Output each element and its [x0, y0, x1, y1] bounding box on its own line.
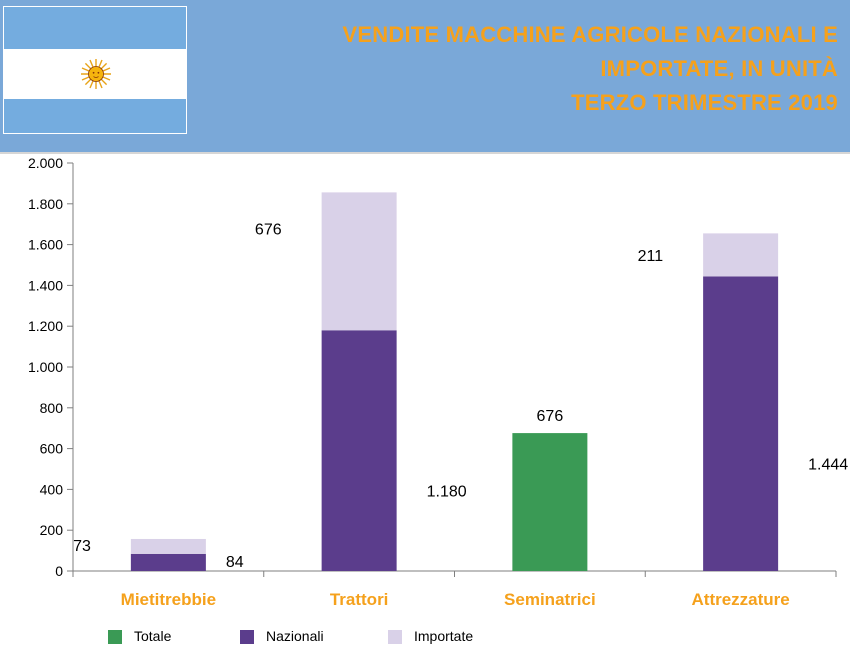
- page-title: VENDITE MACCHINE AGRICOLE NAZIONALI E IM…: [238, 18, 838, 120]
- bar-chart: 0 200 400 600 800 1.000 1.200 1.400 1.600 1.800 2.…: [28, 155, 848, 609]
- legend-label: Importate: [414, 628, 474, 644]
- legend-label: Nazionali: [266, 628, 324, 644]
- bar-importate-attrezzature: [703, 233, 779, 277]
- bar-totale-seminatrici: [512, 433, 588, 571]
- argentina-flag-icon: [3, 6, 187, 134]
- y-tick-label: 200: [40, 522, 64, 538]
- bar-importate-trattori: [321, 192, 397, 331]
- category-label: Trattori: [330, 590, 389, 609]
- data-label: 211: [638, 248, 664, 265]
- title-line-3: TERZO TRIMESTRE 2019: [571, 90, 838, 115]
- data-label: 676: [537, 408, 564, 425]
- category-label: Mietitrebbie: [121, 590, 216, 609]
- data-label: 1.444: [808, 457, 848, 474]
- y-tick-label: 600: [40, 441, 64, 457]
- title-line-1: VENDITE MACCHINE AGRICOLE NAZIONALI E: [342, 22, 838, 47]
- data-label: 676: [255, 221, 282, 238]
- legend-label: Totale: [134, 628, 172, 644]
- y-tick-label: 400: [40, 481, 64, 497]
- category-label: Attrezzature: [692, 590, 790, 609]
- title-line-2: IMPORTATE, IN UNITÀ: [600, 56, 838, 81]
- bar-importate-mietitrebbie: [130, 538, 206, 554]
- bar-nazionali-trattori: [321, 330, 397, 571]
- data-label: 1.180: [427, 484, 467, 501]
- y-tick-label: 1.200: [28, 318, 63, 334]
- y-tick-label: 800: [40, 400, 64, 416]
- y-tick-label: 1.400: [28, 277, 63, 293]
- y-tick-label: 0: [55, 563, 63, 579]
- data-label: 84: [226, 554, 244, 571]
- sun-of-may-icon: [81, 59, 111, 89]
- y-tick-label: 2.000: [28, 155, 63, 171]
- legend-swatch: [388, 630, 402, 644]
- header-banner: VENDITE MACCHINE AGRICOLE NAZIONALI E IM…: [0, 0, 850, 152]
- bar-nazionali-attrezzature: [703, 276, 779, 571]
- legend-swatch: [108, 630, 122, 644]
- y-tick-label: 1.600: [28, 237, 63, 253]
- category-label: Seminatrici: [504, 590, 596, 609]
- y-tick-label: 1.800: [28, 196, 63, 212]
- divider: [0, 152, 850, 154]
- legend-swatch: [240, 630, 254, 644]
- bar-nazionali-mietitrebbie: [130, 553, 206, 571]
- data-label: 73: [73, 538, 91, 555]
- y-tick-label: 1.000: [28, 359, 63, 375]
